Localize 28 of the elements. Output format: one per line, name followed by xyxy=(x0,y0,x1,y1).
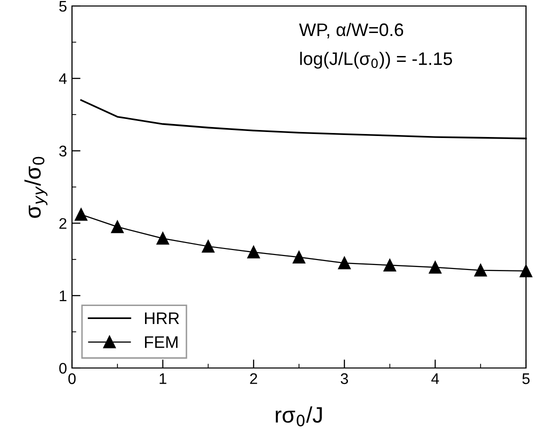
point xyxy=(74,208,88,221)
point xyxy=(247,246,260,258)
point xyxy=(202,240,214,253)
x-tick-label: 4 xyxy=(431,373,439,384)
y-tick-label: 5 xyxy=(59,1,66,12)
y-tick-label: 3 xyxy=(59,146,66,156)
point xyxy=(428,261,442,274)
point xyxy=(338,256,351,270)
point xyxy=(111,220,124,234)
point xyxy=(156,232,170,245)
y-tick-label: 0 xyxy=(59,362,67,374)
x-tick-label: 2 xyxy=(250,373,258,384)
y-tick-label: 1 xyxy=(60,290,66,302)
x-axis-title: rσ$_{0}$/J xyxy=(276,406,322,426)
annotation: log(J/L(σ$_{0}$)) = -1.15 xyxy=(300,52,452,69)
legend-label: HRR xyxy=(145,312,179,324)
x-tick-label: 5 xyxy=(522,373,530,384)
x-tick-label: 1 xyxy=(160,373,166,384)
point xyxy=(384,258,396,272)
x-tick-label: 3 xyxy=(340,373,348,384)
x-tick-label: 0 xyxy=(68,373,76,384)
y-tick-label: 2 xyxy=(59,218,66,229)
annotation: WP, α/W=0.6 xyxy=(299,22,404,38)
point xyxy=(292,250,306,264)
point xyxy=(474,264,487,277)
y-axis-title: σ$_{yy}$/σ$_{0}$ xyxy=(24,156,48,218)
legend-label: FEM xyxy=(145,336,178,348)
y-tick-label: 4 xyxy=(58,73,67,84)
